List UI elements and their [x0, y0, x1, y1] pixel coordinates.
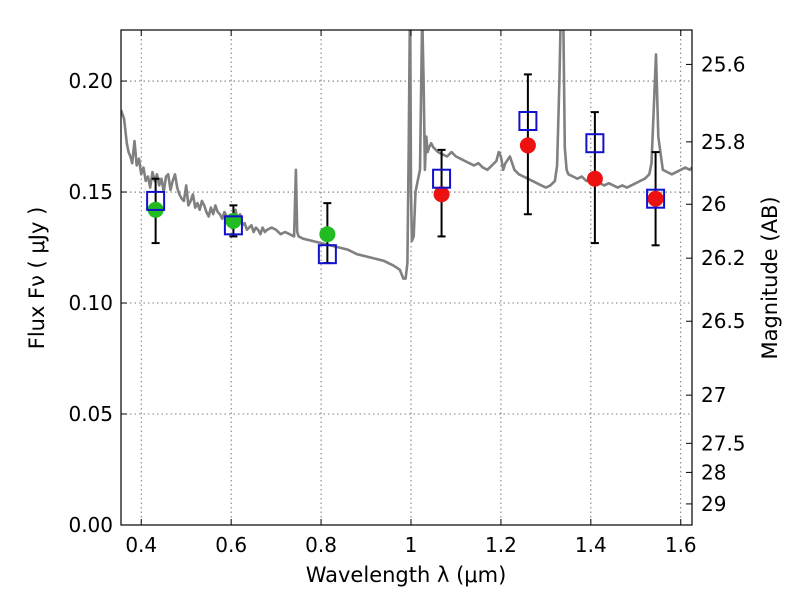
x-tick-label: 0.8	[305, 533, 337, 557]
nir-point	[647, 190, 664, 207]
model-box	[432, 168, 452, 189]
y-tick-label: 0.10	[68, 291, 113, 315]
model-box	[146, 190, 166, 211]
right-magnitude-tick-labels: 25.6 25.8 26 26.2 26.5 27 27.5 28 29	[701, 52, 746, 516]
model-box	[518, 111, 538, 132]
y-tick-label: 0.00	[68, 513, 113, 537]
right-tick-label: 25.8	[701, 130, 746, 154]
model-box	[585, 133, 605, 154]
right-tick-label: 27	[701, 383, 726, 407]
optical-point	[225, 212, 242, 229]
right-tick-label: 27.5	[701, 431, 746, 455]
plot-frame	[120, 29, 693, 526]
right-tick-label: 26	[701, 192, 726, 216]
right-tick-label: 28	[701, 460, 726, 484]
x-tick-labels: 0.4 0.6 0.8 1 1.2 1.4 1.6	[125, 533, 696, 557]
right-tick-label: 26.2	[701, 246, 746, 270]
nir-point	[519, 137, 536, 154]
x-tick-label: 1.2	[485, 533, 517, 557]
right-tick-label: 29	[701, 492, 726, 516]
model-boxes	[146, 111, 666, 265]
y-tick-labels: 0.00 0.05 0.10 0.15 0.20	[68, 69, 113, 537]
model-box	[223, 215, 243, 236]
model-box	[317, 244, 337, 265]
y-tick-label: 0.05	[68, 402, 113, 426]
nir-point	[433, 186, 450, 203]
y-tick-label: 0.20	[68, 69, 113, 93]
x-tick-label: 0.4	[125, 533, 157, 557]
x-tick-label: 1	[405, 533, 418, 557]
x-tick-label: 1.6	[665, 533, 697, 557]
y-axis-label: Flux Fν ( μJy )	[25, 207, 49, 350]
optical-point	[319, 226, 336, 243]
right-tick-label: 25.6	[701, 52, 746, 76]
x-tick-label: 1.4	[575, 533, 607, 557]
axis-ticks	[121, 30, 692, 526]
x-axis-label: Wavelength λ (μm)	[306, 563, 507, 587]
model-box	[646, 188, 666, 209]
right-tick-label: 26.5	[701, 309, 746, 333]
x-tick-label: 0.6	[215, 533, 247, 557]
y-tick-label: 0.15	[68, 180, 113, 204]
right-axis-label: Magnitude (AB)	[758, 196, 782, 359]
nir-point	[586, 170, 603, 187]
template-spectrum-line	[121, 30, 692, 280]
plot-data	[121, 30, 692, 280]
